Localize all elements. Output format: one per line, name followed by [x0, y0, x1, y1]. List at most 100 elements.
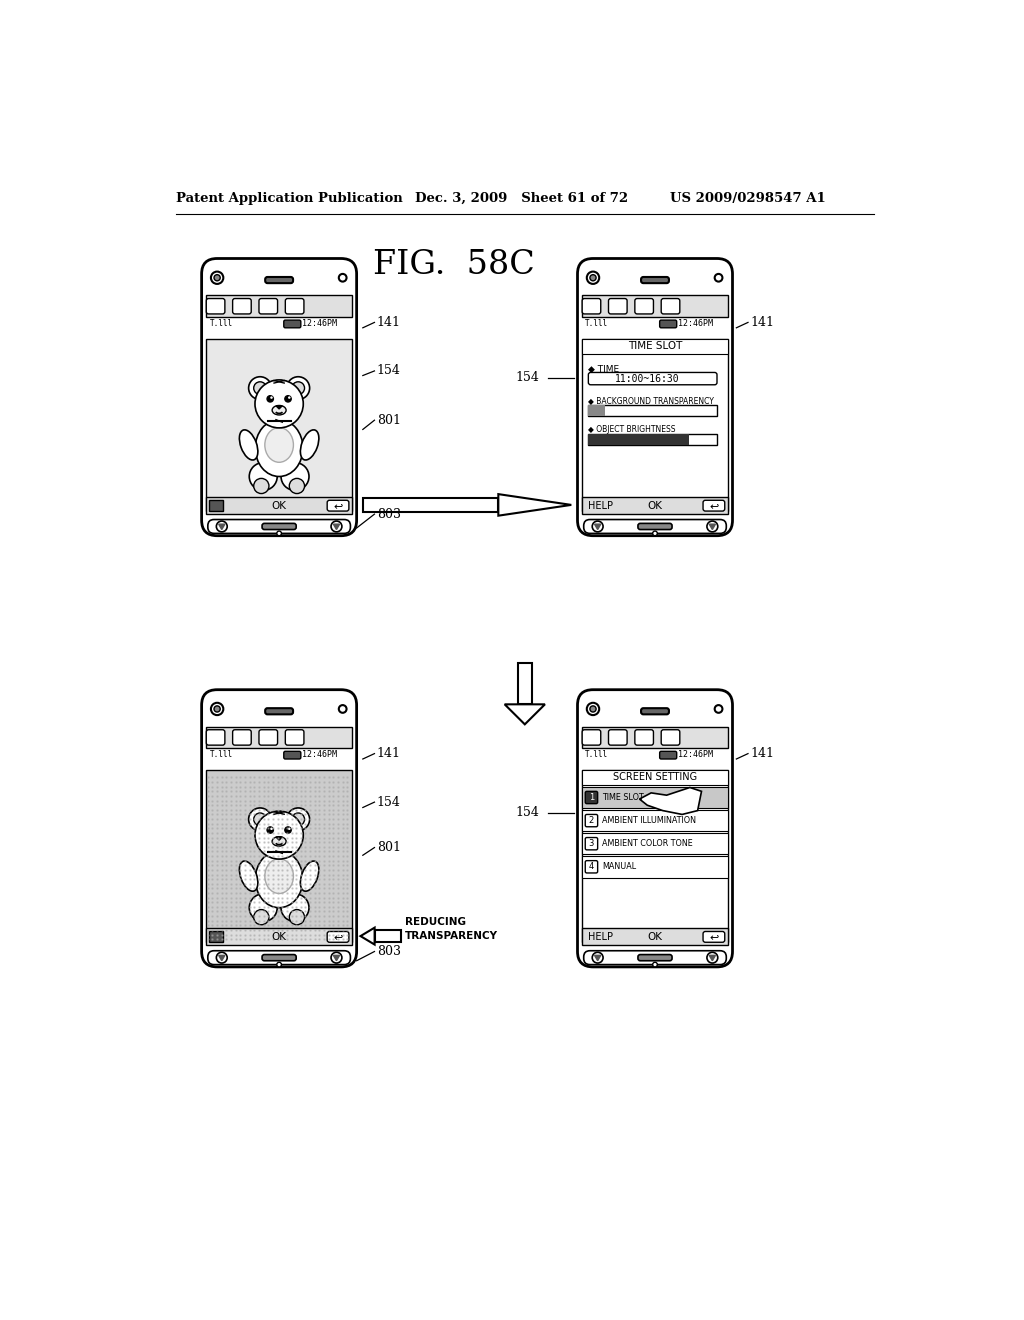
Text: 141: 141 — [751, 315, 774, 329]
Bar — [206, 339, 352, 511]
Text: MANUAL: MANUAL — [602, 862, 637, 871]
FancyBboxPatch shape — [608, 730, 627, 744]
Circle shape — [288, 828, 291, 830]
FancyBboxPatch shape — [328, 500, 349, 511]
Bar — [206, 296, 352, 317]
Circle shape — [214, 706, 220, 711]
Circle shape — [287, 808, 309, 830]
Circle shape — [270, 828, 272, 830]
FancyBboxPatch shape — [586, 814, 598, 826]
FancyBboxPatch shape — [284, 321, 301, 327]
Ellipse shape — [272, 837, 286, 846]
Polygon shape — [275, 837, 283, 840]
Text: 12:46PM: 12:46PM — [678, 750, 714, 759]
Bar — [583, 857, 728, 878]
Circle shape — [331, 521, 342, 532]
Bar — [583, 770, 728, 785]
Circle shape — [267, 826, 273, 833]
FancyBboxPatch shape — [583, 730, 601, 744]
Text: OK: OK — [271, 500, 287, 511]
Circle shape — [249, 376, 271, 400]
Text: T.lll: T.lll — [586, 750, 608, 759]
Text: 154: 154 — [515, 807, 540, 820]
Circle shape — [290, 478, 304, 494]
Bar — [583, 339, 728, 511]
Ellipse shape — [255, 420, 303, 477]
Circle shape — [267, 396, 273, 403]
FancyBboxPatch shape — [703, 932, 725, 942]
Circle shape — [288, 396, 291, 399]
FancyBboxPatch shape — [206, 730, 225, 744]
Circle shape — [715, 705, 722, 713]
Ellipse shape — [300, 861, 318, 891]
FancyBboxPatch shape — [584, 950, 726, 965]
Circle shape — [292, 813, 304, 825]
Circle shape — [254, 381, 266, 395]
Text: 801: 801 — [377, 413, 400, 426]
Polygon shape — [505, 705, 545, 725]
Text: 154: 154 — [377, 796, 400, 809]
Text: ◆ BACKGROUND TRANSPARENCY: ◆ BACKGROUND TRANSPARENCY — [589, 396, 714, 405]
Circle shape — [652, 962, 657, 968]
Text: 801: 801 — [377, 841, 400, 854]
Text: FIG.  58C: FIG. 58C — [373, 248, 535, 281]
Circle shape — [249, 808, 271, 830]
FancyBboxPatch shape — [286, 298, 304, 314]
Polygon shape — [710, 524, 716, 529]
Circle shape — [249, 462, 278, 491]
Circle shape — [255, 810, 303, 859]
Text: Dec. 3, 2009   Sheet 61 of 72: Dec. 3, 2009 Sheet 61 of 72 — [415, 191, 628, 205]
Circle shape — [339, 705, 346, 713]
Circle shape — [652, 531, 657, 536]
Text: 154: 154 — [515, 371, 540, 384]
Polygon shape — [595, 524, 601, 529]
Circle shape — [590, 275, 596, 281]
Text: TRANSPARENCY: TRANSPARENCY — [404, 931, 498, 941]
Ellipse shape — [265, 859, 294, 894]
Polygon shape — [219, 524, 225, 529]
Text: REDUCING: REDUCING — [404, 917, 466, 927]
Ellipse shape — [240, 430, 258, 459]
FancyBboxPatch shape — [659, 751, 677, 759]
Text: 12:46PM: 12:46PM — [302, 318, 337, 327]
Text: ↩: ↩ — [334, 932, 343, 942]
Circle shape — [707, 952, 718, 964]
Text: T.lll: T.lll — [586, 318, 608, 327]
Circle shape — [592, 952, 603, 964]
FancyBboxPatch shape — [284, 751, 301, 759]
Circle shape — [285, 826, 291, 833]
Circle shape — [249, 894, 278, 921]
Polygon shape — [275, 405, 283, 409]
Text: 2: 2 — [589, 816, 594, 825]
Circle shape — [281, 894, 309, 921]
Bar — [209, 932, 223, 942]
FancyBboxPatch shape — [259, 298, 278, 314]
Bar — [375, 929, 400, 942]
Text: SCREEN SETTING: SCREEN SETTING — [613, 772, 697, 783]
FancyBboxPatch shape — [259, 730, 278, 744]
Text: ◆ OBJECT BRIGHTNESS: ◆ OBJECT BRIGHTNESS — [589, 425, 676, 434]
FancyBboxPatch shape — [586, 838, 598, 850]
Text: ↩: ↩ — [710, 932, 719, 942]
Circle shape — [715, 275, 722, 281]
Bar — [583, 928, 728, 945]
Text: 12:46PM: 12:46PM — [302, 750, 337, 759]
FancyBboxPatch shape — [635, 298, 653, 314]
Ellipse shape — [255, 851, 303, 908]
Circle shape — [285, 396, 291, 403]
Bar — [583, 296, 728, 317]
Bar — [206, 770, 352, 942]
Bar — [206, 928, 352, 945]
FancyBboxPatch shape — [586, 792, 598, 804]
FancyBboxPatch shape — [608, 298, 627, 314]
Polygon shape — [640, 788, 701, 814]
Text: TIME SLOT: TIME SLOT — [628, 342, 682, 351]
Text: 1: 1 — [589, 793, 594, 803]
Bar — [583, 498, 728, 515]
Text: 154: 154 — [377, 364, 400, 378]
Text: 4: 4 — [589, 862, 594, 871]
Text: 11:00~16:30: 11:00~16:30 — [615, 374, 680, 384]
Text: 141: 141 — [751, 747, 774, 760]
Text: 12:46PM: 12:46PM — [678, 318, 714, 327]
Polygon shape — [360, 928, 375, 945]
